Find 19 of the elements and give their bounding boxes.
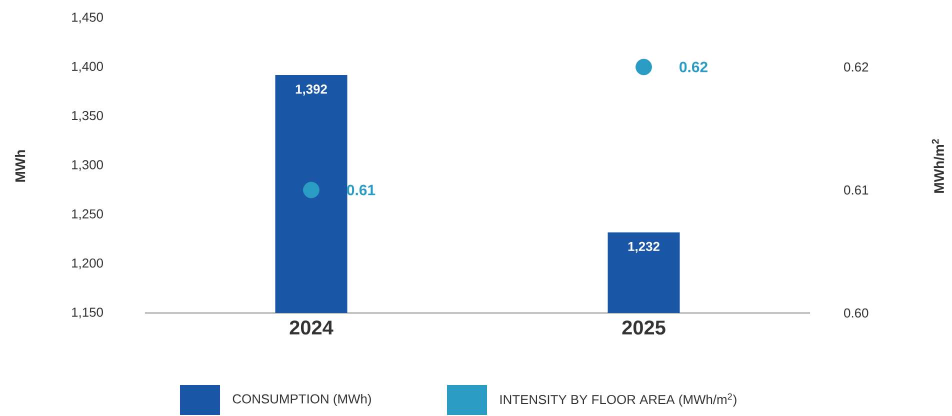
x-tick-label: 2025 xyxy=(622,320,666,335)
y-axis-title: MWh xyxy=(14,150,26,182)
data-label: 1,392 xyxy=(296,84,327,96)
y2-axis-title: MWh/m$^{2}$ xyxy=(932,139,944,193)
y-tick-label: 1,300 xyxy=(72,160,103,171)
y-tick-label: 1,350 xyxy=(72,110,103,122)
y2-tick-label: 0.60 xyxy=(844,308,868,318)
x-tick-label: 2024 xyxy=(290,320,334,335)
y2-tick-label: 0.62 xyxy=(844,62,868,72)
legend-label: INTENSITY BY FLOOR AREA (MWh/m$^{2}$) xyxy=(500,393,736,407)
data-label: 0.62 xyxy=(680,62,708,72)
y-tick-label: 1,150 xyxy=(72,308,103,318)
data-label: 1,232 xyxy=(628,242,660,253)
y-tick-label: 1,400 xyxy=(72,62,103,73)
legend-label: CONSUMPTION (MWh) xyxy=(232,394,371,406)
y-tick-label: 1,200 xyxy=(72,258,103,270)
y2-tick-label: 0.61 xyxy=(844,185,868,195)
y-tick-label: 1,450 xyxy=(72,12,103,24)
y-tick-label: 1,250 xyxy=(72,209,103,220)
